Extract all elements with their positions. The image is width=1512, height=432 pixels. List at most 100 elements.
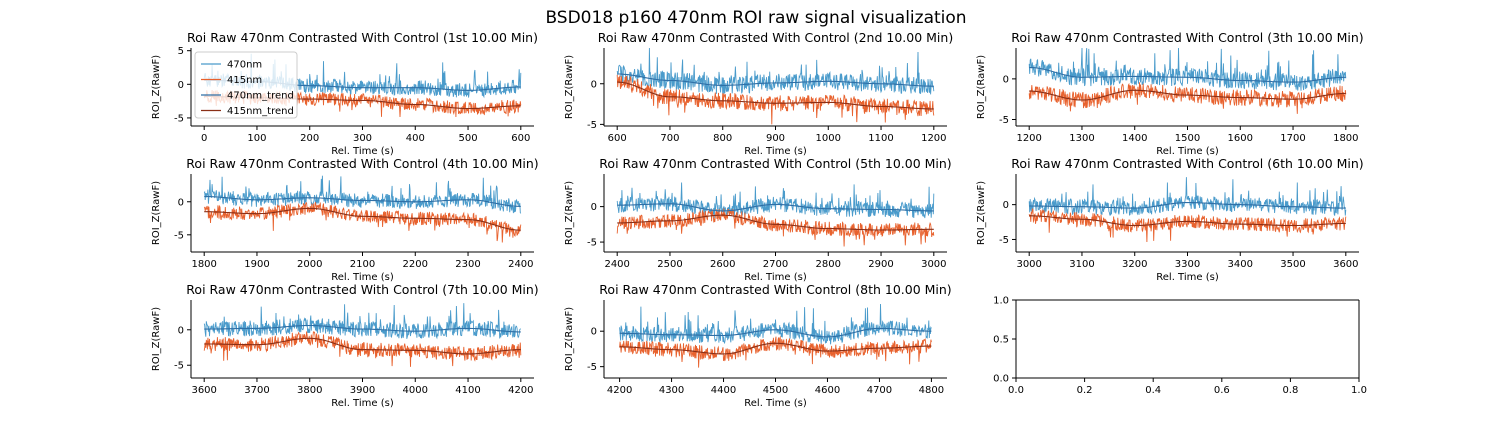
series-415nm-trend (1029, 89, 1346, 101)
x-tick-label: 4200 (508, 385, 533, 396)
legend-entry: 470nm (227, 60, 262, 71)
x-tick-label: 600 (511, 133, 530, 144)
y-tick-label: 0 (178, 197, 184, 208)
series-470nm (1028, 177, 1347, 216)
series-415nm-trend (617, 81, 934, 110)
y-axis-label: ROI_Z(RawF) (151, 307, 162, 371)
series-470nm-trend (617, 203, 934, 212)
x-tick-label: 3500 (1280, 259, 1305, 270)
subplot-6: Roi Raw 470nm Contrasted With Control (6… (976, 156, 1364, 283)
y-tick-label: 0 (591, 202, 597, 213)
x-tick-label: 1200 (1016, 133, 1041, 144)
x-tick-label: 2400 (604, 259, 629, 270)
y-tick-label: 0 (178, 80, 184, 91)
series-470nm (616, 182, 935, 219)
series-415nm-trend (204, 337, 521, 355)
x-tick-label: 0.8 (1282, 385, 1298, 396)
series-415nm (616, 74, 935, 125)
x-tick-label: 1600 (1228, 133, 1253, 144)
x-tick-label: 0.2 (1077, 385, 1093, 396)
x-tick-label: 300 (353, 133, 372, 144)
x-axis-label: Rel. Time (s) (331, 398, 394, 409)
y-tick-label: -5 (587, 362, 597, 373)
x-tick-label: 800 (713, 133, 732, 144)
series-470nm-trend (204, 195, 521, 207)
subplot-5: Roi Raw 470nm Contrasted With Control (5… (564, 156, 952, 283)
x-axis-label: Rel. Time (s) (1156, 146, 1219, 157)
subplot-title: Roi Raw 470nm Contrasted With Control (2… (598, 30, 953, 45)
y-axis-label: ROI_Z(RawF) (564, 55, 575, 119)
x-tick-label: 4100 (455, 385, 480, 396)
x-tick-label: 2700 (763, 259, 788, 270)
subplot-title: Roi Raw 470nm Contrasted With Control (8… (599, 282, 951, 297)
x-tick-label: 4800 (919, 385, 944, 396)
x-tick-label: 500 (458, 133, 477, 144)
x-tick-label: 1700 (1280, 133, 1305, 144)
x-axis-label: Rel. Time (s) (744, 398, 807, 409)
y-axis-label: ROI_Z(RawF) (564, 181, 575, 245)
x-tick-label: 0.0 (1008, 385, 1024, 396)
x-tick-label: 4600 (815, 385, 840, 396)
series-470nm-trend (619, 327, 932, 338)
series-470nm-trend (204, 324, 521, 333)
subplot-title: Roi Raw 470nm Contrasted With Control (7… (186, 282, 538, 297)
y-tick-label: -5 (174, 361, 184, 372)
y-tick-label: 0 (1003, 200, 1009, 211)
subplot-title: Roi Raw 470nm Contrasted With Control (5… (599, 156, 951, 171)
x-tick-label: 2500 (657, 259, 682, 270)
legend: 470nm 415nm 470nm_trend 415nm_trend (194, 51, 298, 119)
y-tick-label: 5 (178, 46, 184, 57)
x-axis-label: Rel. Time (s) (1156, 272, 1219, 283)
x-tick-label: 1200 (921, 133, 946, 144)
x-tick-label: 3000 (921, 259, 946, 270)
x-tick-label: 2000 (297, 259, 322, 270)
series-415nm (203, 201, 522, 243)
x-tick-label: 4700 (867, 385, 892, 396)
x-axis-label: Rel. Time (s) (744, 146, 807, 157)
y-axis-label: ROI_Z(RawF) (976, 181, 987, 245)
x-tick-label: 2300 (455, 259, 480, 270)
x-tick-label: 3800 (297, 385, 322, 396)
subplot-title: Roi Raw 470nm Contrasted With Control (3… (1011, 30, 1363, 45)
x-tick-label: 4200 (607, 385, 632, 396)
subplot-8: Roi Raw 470nm Contrasted With Control (8… (564, 282, 952, 409)
subplot-title: Roi Raw 470nm Contrasted With Control (4… (186, 156, 538, 171)
x-tick-label: 3700 (244, 385, 269, 396)
x-tick-label: 2900 (868, 259, 893, 270)
x-tick-label: 700 (660, 133, 679, 144)
x-tick-label: 1.0 (1351, 385, 1367, 396)
x-tick-label: 2100 (350, 259, 375, 270)
figure-suptitle: BSD018 p160 470nm ROI raw signal visuali… (545, 8, 966, 28)
y-tick-label: 0 (1003, 74, 1009, 85)
x-tick-label: 0.4 (1145, 385, 1161, 396)
x-tick-label: 1400 (1122, 133, 1147, 144)
series-415nm (203, 331, 522, 367)
series-470nm (203, 303, 521, 340)
legend-entry: 470nm_trend (227, 91, 294, 102)
subplot-4: Roi Raw 470nm Contrasted With Control (4… (151, 156, 539, 283)
x-tick-label: 4300 (659, 385, 684, 396)
y-tick-label: -5 (587, 238, 597, 249)
x-tick-label: 4000 (403, 385, 428, 396)
y-tick-label: -5 (174, 230, 184, 241)
x-tick-label: 1500 (1175, 133, 1200, 144)
x-tick-label: 3100 (1069, 259, 1094, 270)
legend-entry: 415nm (227, 75, 262, 86)
subplot-1: Roi Raw 470nm Contrasted With Control (1… (151, 30, 538, 157)
x-tick-label: 3000 (1016, 259, 1041, 270)
x-tick-label: 2200 (403, 259, 428, 270)
series-415nm (616, 208, 935, 247)
x-tick-label: 900 (766, 133, 785, 144)
x-tick-label: 1300 (1069, 133, 1094, 144)
series-415nm-trend (619, 342, 932, 355)
series-415nm-trend (1029, 215, 1346, 227)
x-tick-label: 3600 (191, 385, 216, 396)
series-470nm (203, 175, 522, 214)
x-tick-label: 1800 (1333, 133, 1358, 144)
x-tick-label: 3600 (1333, 259, 1358, 270)
subplot-9: 0.0 0.2 0.4 0.6 0.8 1.0 0.0 0.5 1.0 (993, 296, 1367, 397)
series-415nm-trend (617, 214, 934, 231)
y-axis-label: ROI_Z(RawF) (151, 181, 162, 245)
y-tick-label: -5 (587, 120, 597, 131)
